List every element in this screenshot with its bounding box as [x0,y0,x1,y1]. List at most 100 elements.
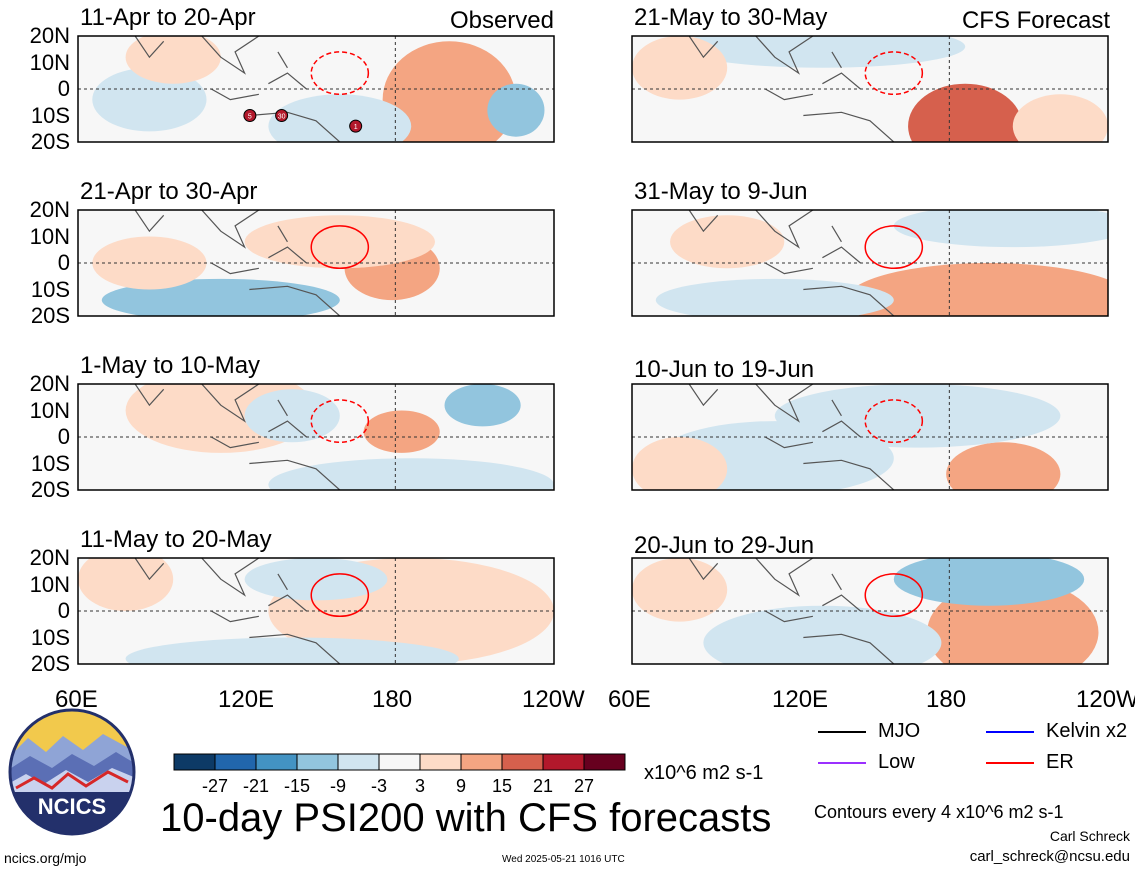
coastline [822,72,861,90]
colorbar-swatch [501,753,544,771]
er-contour [864,225,924,270]
coastline [210,262,259,275]
colorbar-tick-label: -9 [330,776,346,796]
coastline [201,210,260,249]
coastline [134,558,165,581]
coastline [688,558,719,581]
anomaly-shading [382,41,516,142]
anomaly-shading [244,389,340,443]
legend-label-er: ER [1046,751,1074,773]
map-panel-5 [631,35,1109,143]
coastline [201,384,260,423]
map-panel-1 [77,35,555,143]
y-tick-label: 10N [29,223,70,249]
main-title: 10-day PSI200 with CFS forecasts [160,796,772,840]
svg-text:1: 1 [354,124,358,131]
anomaly-shading [908,83,1023,142]
anomaly-shading [679,36,966,68]
coastline [277,399,288,417]
coastline [822,420,861,438]
colorbar-tick-label: -21 [243,776,269,796]
storm-marker: 5 [243,109,257,122]
coastline [755,558,814,597]
storm-marker: 30 [275,109,289,122]
forecast-label: CFS Forecast [961,7,1110,34]
site-url: ncics.org/mjo [4,850,87,866]
y-tick-label: 10S [30,450,70,476]
coastline [764,436,813,449]
colorbar-tick-label: -27 [202,776,228,796]
y-tick-label: 0 [57,250,70,275]
panel-frame [77,209,555,317]
legend-line-kelvin [986,731,1034,733]
anomaly-shading [632,558,728,622]
panel-frame [631,35,1109,143]
anomaly-shading [487,83,545,137]
panel-title-7: 10-Jun to 19-Jun [634,356,815,383]
colorbar-tick-label: 15 [492,776,512,796]
author-name: Carl Schreck [1049,828,1130,844]
anomaly-shading [632,437,728,490]
x-tick-180-right: 180 [926,686,967,713]
colorbar-swatch [296,753,339,771]
panel-frame [77,35,555,143]
anomaly-shading [1012,94,1108,142]
colorbar-swatch [378,753,421,771]
map-panels: 5 30 1 [77,35,1109,665]
colorbar-tick-label: 21 [533,776,553,796]
y-tick-label: 10S [30,102,70,128]
coastline [822,246,861,264]
anomaly-shading [444,384,521,427]
legend-line-low [818,762,866,764]
coastline [803,285,895,316]
coastline [210,610,259,623]
logo-text: NCICS [38,794,106,819]
map-panel-6 [631,209,1109,317]
panel-title-4: 11-May to 20-May [80,526,272,553]
colorbar-swatch [255,753,298,771]
coastline [277,225,288,243]
colorbar-units: x10^6 m2 s-1 [644,762,764,784]
colorbar-swatch [542,753,585,771]
anomaly-shading [125,36,221,84]
coastline [755,36,814,75]
y-tick-label: 20N [29,545,70,570]
er-contour [310,399,370,444]
er-contour [310,225,370,270]
coastline [803,459,895,490]
map-panel-2 [77,209,555,317]
y-tick-label: 10S [30,276,70,302]
author-email: carl_schreck@ncsu.edu [969,848,1130,865]
contour-note: Contours every 4 x10^6 m2 s-1 [814,802,1064,822]
x-tick-60e-left: 60E [55,686,98,713]
anomaly-shading [655,278,894,316]
y-tick-label: 10N [29,49,70,75]
x-tick-180-left: 180 [372,686,413,713]
panel-title-8: 20-Jun to 29-Jun [634,532,815,559]
coastline [688,36,719,59]
coastline [134,210,165,233]
map-panel-4 [77,557,555,665]
y-tick-label: 10N [29,397,70,423]
panel-frame [77,383,555,491]
colorbar: -27 -21 -15 -9 -3 3 9 15 21 27 [173,753,626,796]
map-panel-8 [631,557,1109,665]
anomaly-shading [632,36,728,100]
coastline [268,594,307,612]
anomaly-shading [78,558,174,611]
colorbar-tick-label: 3 [415,776,425,796]
panel-frame [77,557,555,665]
coastline [249,459,341,490]
colorbar-swatch [337,753,380,771]
legend-label-mjo: MJO [878,720,921,742]
anomaly-shading [893,558,1085,606]
anomaly-shading [703,605,942,664]
anomaly-shading [125,637,459,664]
legend-line-mjo [818,731,866,733]
y-tick-label: 20S [30,477,70,502]
anomaly-shading [92,67,207,132]
coastline [210,88,259,101]
anomaly-shading [244,215,435,269]
coastline [831,51,842,69]
svg-text:5: 5 [248,114,252,121]
